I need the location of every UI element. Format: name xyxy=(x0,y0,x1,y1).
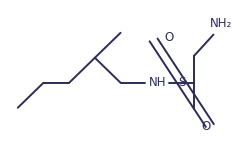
Text: NH₂: NH₂ xyxy=(210,17,232,30)
Text: O: O xyxy=(201,120,211,133)
Text: S: S xyxy=(178,76,185,89)
Text: NH: NH xyxy=(149,76,166,89)
Text: O: O xyxy=(165,31,174,44)
